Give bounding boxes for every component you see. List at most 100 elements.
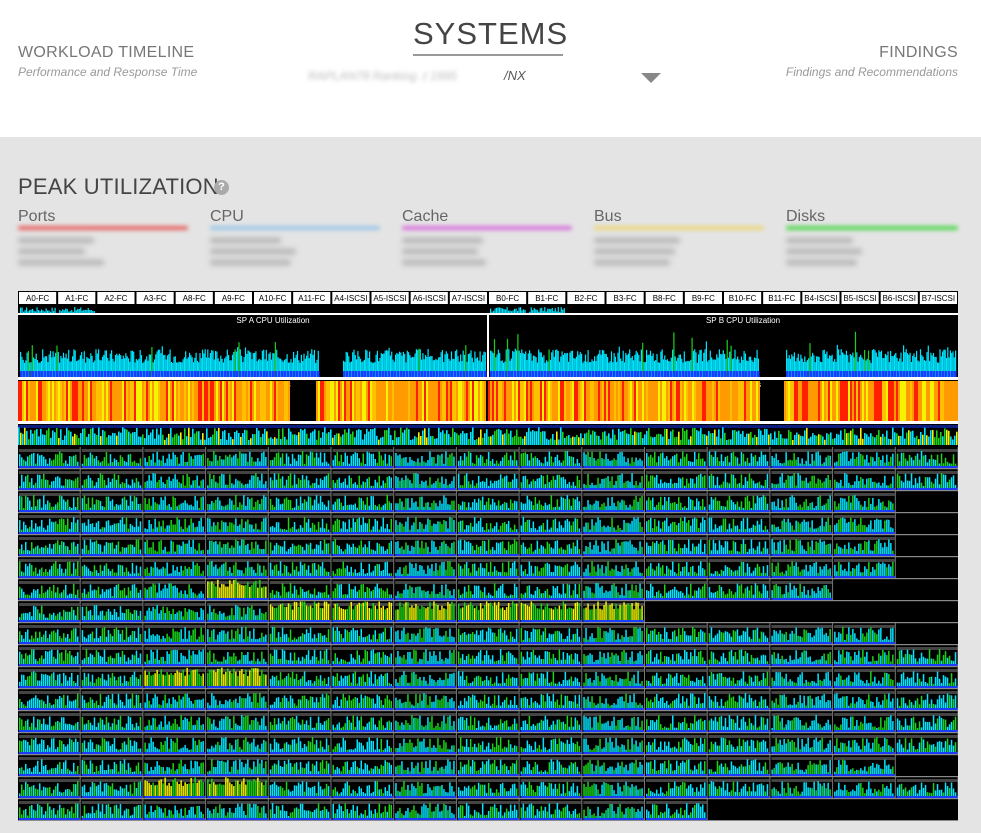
cpu-bar [527, 353, 529, 377]
cache-bar [350, 381, 352, 421]
cpu-base-bar [529, 371, 532, 377]
cpu-bar [514, 348, 516, 377]
disk-bar [146, 461, 148, 466]
disk-bar [109, 542, 112, 554]
disk-col-divider [330, 513, 332, 535]
disk-bar [277, 522, 280, 532]
cpu-base-bar [251, 371, 254, 377]
disk-bar [325, 523, 328, 532]
help-icon[interactable]: ? [214, 180, 229, 195]
disk-bar [509, 499, 512, 510]
disk-baseline [19, 488, 80, 490]
disk-bar [409, 562, 411, 576]
disk-bar [740, 474, 743, 488]
disk-cell-header [457, 559, 519, 562]
disk-bar [164, 546, 166, 554]
port-activity-bar [494, 308, 496, 313]
disk-col-divider [518, 491, 520, 513]
disk-bar [704, 506, 706, 510]
system-selector[interactable]: RAPLAN78 Ranking .t 1995 /NX [300, 66, 670, 88]
bus-bar [680, 439, 682, 445]
port-b-header-cell [802, 292, 840, 304]
disk-baseline [269, 532, 331, 534]
cpu-bar [238, 342, 240, 377]
disk-bar [150, 480, 152, 488]
disk-bar [207, 485, 209, 488]
disk-bar [57, 502, 59, 510]
disk-bar [277, 452, 280, 466]
cache-bar [100, 381, 102, 421]
cpu-bar [77, 360, 79, 377]
disk-bar [836, 506, 838, 510]
cache-bar [70, 381, 72, 421]
disk-bar [133, 573, 136, 576]
disk-bar [617, 500, 619, 510]
disk-bar [338, 461, 340, 466]
cache-bar [190, 381, 192, 421]
cpu-bar [565, 353, 567, 377]
cpu-bar [111, 350, 113, 377]
port-activity-bar [503, 309, 505, 313]
disk-bar [528, 519, 531, 532]
cache-bar [406, 381, 408, 421]
cache-bar [176, 381, 178, 421]
cache-bar [174, 381, 176, 421]
disk-bar [771, 539, 773, 554]
disk-bar [694, 546, 696, 554]
disk-bar [407, 573, 409, 576]
disk-bar [217, 483, 219, 488]
cpu-base-bar [661, 371, 664, 377]
cpu-base-bar [810, 371, 813, 377]
disk-bar [795, 485, 797, 488]
cache-bar [376, 381, 378, 421]
bus-bar [436, 438, 438, 445]
disk-bar [263, 518, 265, 532]
disk-bar [245, 505, 247, 510]
bus-bar [946, 429, 948, 445]
disk-bar [334, 501, 336, 510]
disk-bar [844, 451, 846, 466]
disk-bar [522, 503, 525, 510]
disk-bar [520, 482, 523, 488]
disk-bar [710, 550, 713, 554]
cache-bar [574, 381, 576, 421]
disk-bar [852, 452, 854, 466]
disk-bar [113, 473, 116, 488]
disk-bar [188, 505, 190, 510]
disk-bar [542, 476, 545, 488]
cpu-bar [147, 360, 149, 377]
bus-bar [714, 429, 716, 445]
cache-bar [882, 381, 884, 421]
cpu-bar [244, 347, 247, 377]
disk-bar [301, 527, 304, 532]
disk-bar [694, 451, 696, 466]
cpu-bar [168, 354, 170, 377]
disk-bar [235, 478, 237, 488]
cpu-bar [101, 356, 104, 377]
disk-bar [85, 478, 88, 488]
disk-bar [658, 563, 660, 576]
cpu-bar [291, 362, 293, 377]
disk-bar [783, 539, 785, 554]
disk-bar [39, 474, 41, 488]
disk-bar [817, 496, 819, 510]
cpu-base-bar [514, 371, 517, 377]
disk-bar [799, 540, 801, 554]
disk-bar [625, 461, 627, 466]
disk-bar [906, 460, 909, 466]
disk-bar [704, 520, 706, 532]
disk-bar [876, 518, 878, 532]
disk-bar [870, 572, 872, 576]
disk-bar [629, 540, 631, 554]
cpu-bar [603, 350, 605, 377]
chevron-down-icon[interactable] [641, 73, 661, 83]
disk-bar [762, 454, 765, 466]
disk-bar [829, 525, 831, 532]
disk-bar [166, 458, 168, 466]
cpu-bar [750, 356, 752, 377]
bus-bar [320, 437, 322, 445]
cpu-bar [586, 361, 588, 377]
port-activity-bar [533, 307, 535, 313]
workload-timeline-link[interactable]: WORKLOAD TIMELINE Performance and Respon… [18, 44, 197, 79]
findings-link[interactable]: FINDINGS Findings and Recommendations [786, 44, 958, 79]
